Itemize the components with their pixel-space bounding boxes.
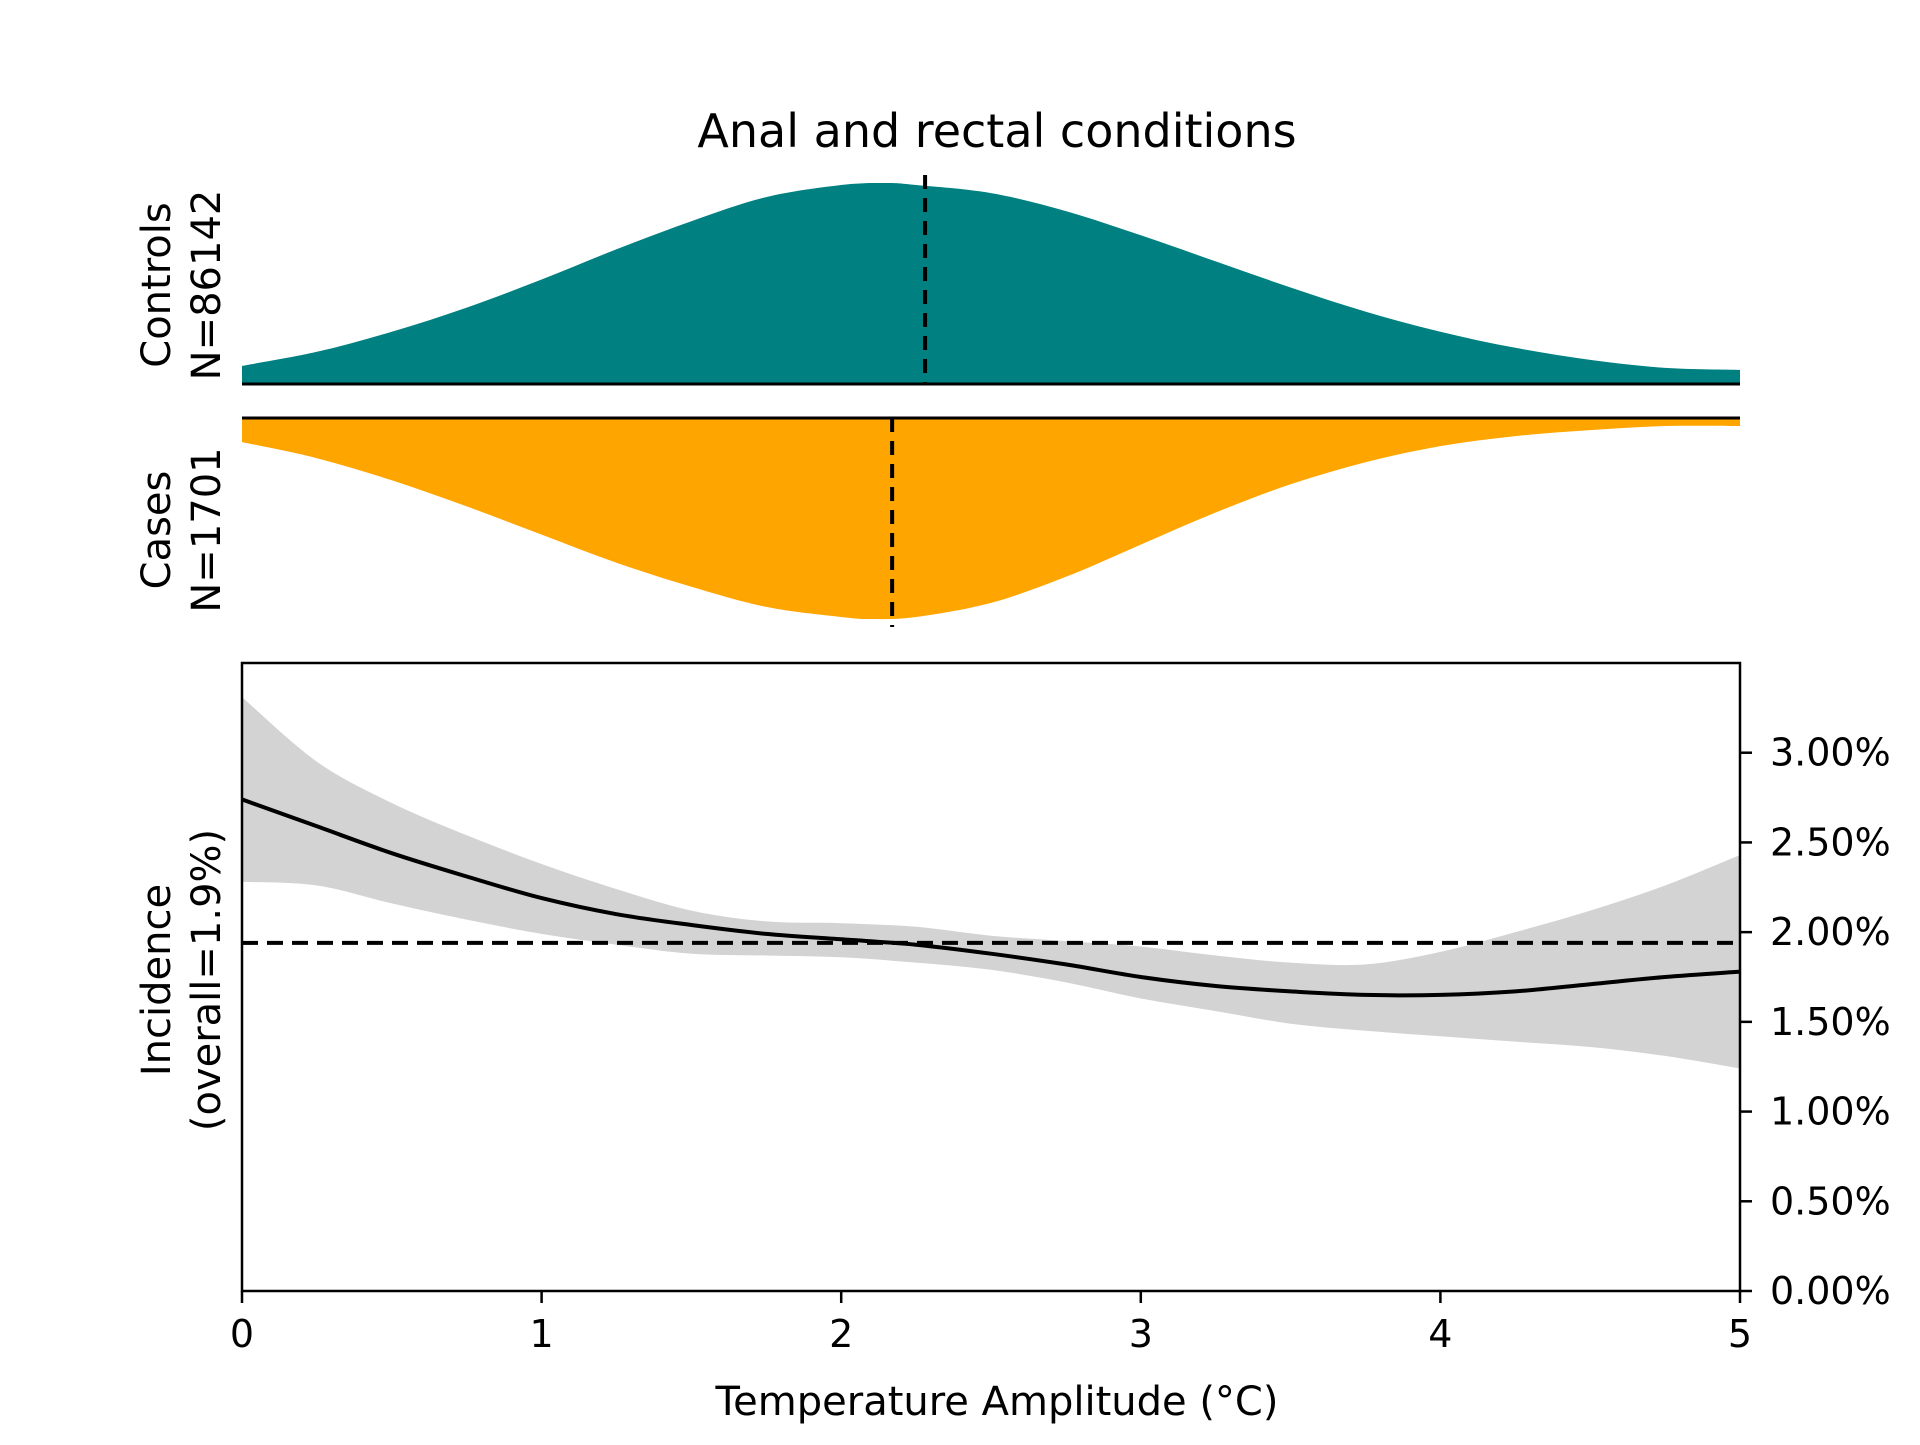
y-tick-label: 2.00% — [1770, 910, 1891, 954]
x-tick-label: 3 — [1129, 1312, 1153, 1356]
cases-density-area — [242, 418, 1740, 620]
incidence-curve — [241, 797, 1741, 998]
controls-label-line1: Controls — [134, 202, 180, 367]
x-tick-label: 1 — [530, 1312, 554, 1356]
y-tick-label: 3.00% — [1770, 731, 1891, 775]
cases-label-line1: Cases — [134, 471, 180, 590]
y-tick-label: 2.50% — [1770, 820, 1891, 864]
y-tick-label: 0.00% — [1770, 1269, 1891, 1313]
cases-label-line2: N=1701 — [184, 447, 230, 612]
incidence-plot-frame — [240, 661, 1742, 1293]
incidence-panel: 0.00% 0.50% 1.00% 1.50% 2.00% 2.50% 3.00% 0 1 2 3 4… — [230, 661, 1891, 1356]
controls-density-area — [242, 182, 1740, 384]
x-tick-label: 0 — [230, 1312, 254, 1356]
x-tick-label: 5 — [1728, 1312, 1752, 1356]
x-tick-label: 2 — [829, 1312, 853, 1356]
x-tick-label: 4 — [1428, 1312, 1452, 1356]
controls-label-line2: N=86142 — [184, 190, 230, 381]
y-tick-label: 0.50% — [1770, 1179, 1891, 1223]
confidence-band — [242, 697, 1740, 1069]
incidence-ylabel-line2: (overall=1.9%) — [184, 829, 230, 1131]
y-tick-label: 1.50% — [1770, 1000, 1891, 1044]
cases-density-panel — [242, 416, 1740, 627]
y-tick-label: 1.00% — [1770, 1090, 1891, 1134]
incidence-ylabel-line1: Incidence — [134, 884, 180, 1076]
controls-density-panel — [242, 175, 1740, 386]
chart-title: Anal and rectal conditions — [697, 104, 1296, 158]
x-axis-label: Temperature Amplitude (°C) — [715, 1379, 1279, 1425]
